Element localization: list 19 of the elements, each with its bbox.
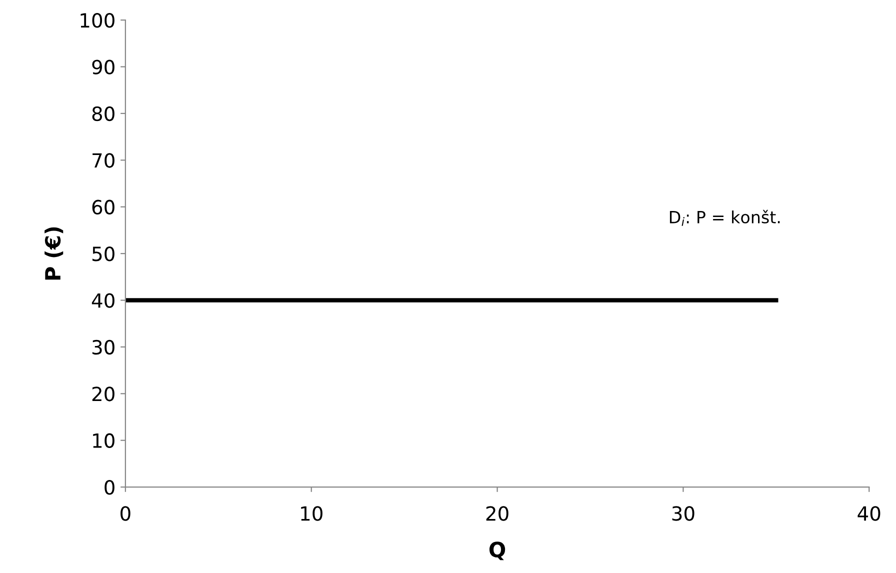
y-tick-label: 70 xyxy=(92,153,114,168)
x-tick-label: 40 xyxy=(858,506,880,521)
y-tick-label: 50 xyxy=(92,246,114,262)
y-tick-label: 20 xyxy=(92,386,114,402)
x-tick-label: 10 xyxy=(301,506,322,521)
y-tick-label: 60 xyxy=(92,200,114,215)
y-tick-label: 40 xyxy=(92,293,114,308)
x-tick-label: 0 xyxy=(120,506,130,521)
y-tick-label: 10 xyxy=(93,433,114,448)
x-axis-title: Q xyxy=(489,542,506,560)
y-axis-title: P (€) xyxy=(44,227,64,280)
annotation: D$_{i}$: P = konšt. xyxy=(670,210,780,226)
y-tick-label: 80 xyxy=(92,106,114,122)
y-tick-label: 30 xyxy=(92,340,114,355)
y-tick-label: 90 xyxy=(92,60,114,74)
x-tick-label: 30 xyxy=(672,506,694,521)
y-tick-label: 0 xyxy=(104,480,114,495)
x-tick-label: 20 xyxy=(486,506,508,521)
y-tick-label: 100 xyxy=(80,13,114,28)
